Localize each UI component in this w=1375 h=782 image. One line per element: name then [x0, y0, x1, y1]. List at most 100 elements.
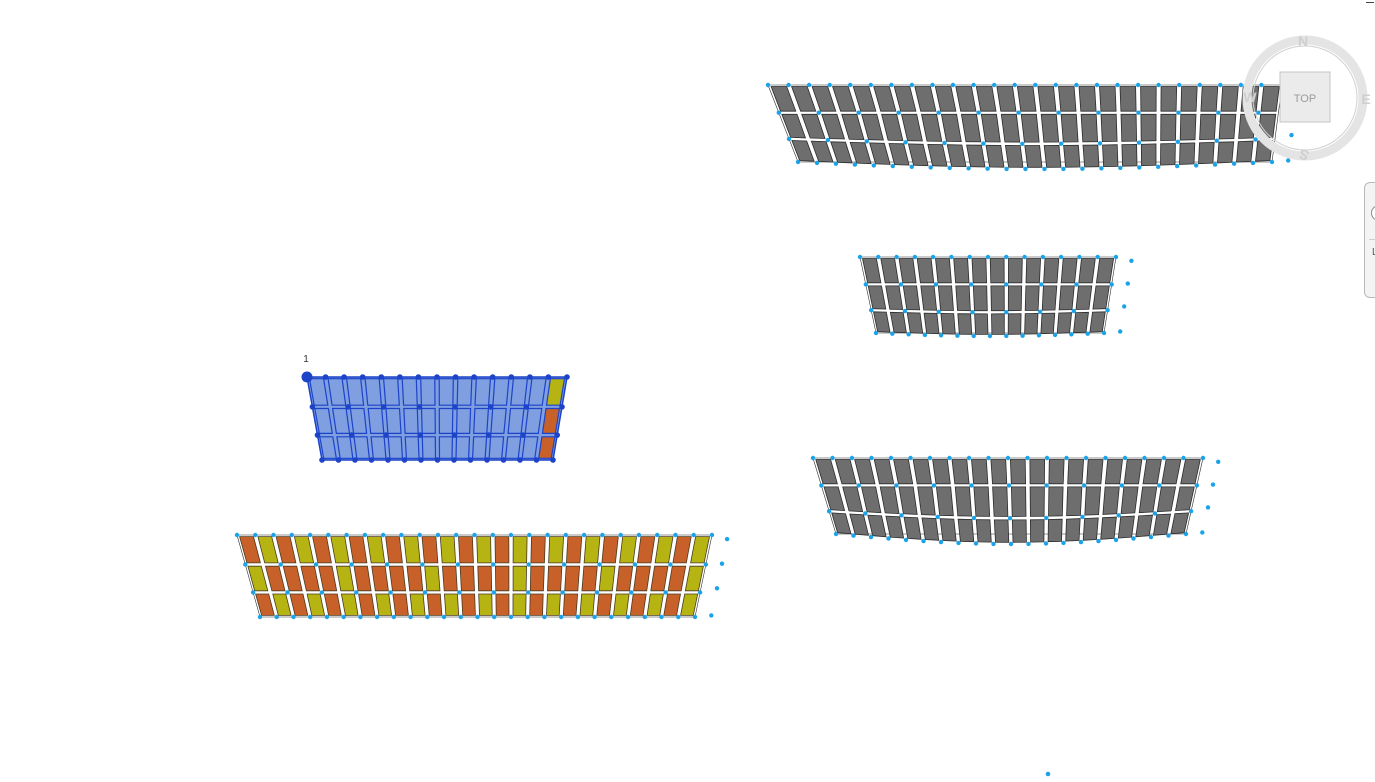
edit-grip[interactable] — [523, 404, 530, 410]
edit-grip[interactable] — [322, 374, 329, 380]
brick[interactable] — [1142, 459, 1162, 485]
brick[interactable] — [530, 536, 546, 564]
edit-grip[interactable] — [1183, 531, 1189, 537]
edit-grip[interactable] — [632, 562, 638, 567]
edit-grip[interactable] — [935, 514, 940, 520]
brick[interactable] — [1236, 140, 1254, 163]
brick[interactable] — [1161, 459, 1182, 485]
edit-grip[interactable] — [697, 590, 703, 595]
brick[interactable] — [1020, 113, 1040, 143]
brick[interactable] — [548, 536, 565, 564]
brick[interactable] — [937, 285, 954, 311]
brick[interactable] — [375, 593, 393, 616]
brick[interactable] — [1024, 145, 1043, 168]
edit-grip[interactable] — [1115, 82, 1120, 88]
brick[interactable] — [327, 378, 347, 406]
brick[interactable] — [546, 593, 561, 616]
brick[interactable] — [1075, 285, 1093, 310]
brick[interactable] — [596, 593, 613, 616]
brick[interactable] — [392, 593, 409, 616]
edit-grip[interactable] — [271, 532, 276, 538]
brick[interactable] — [873, 86, 897, 112]
brick[interactable] — [1100, 113, 1118, 143]
edit-grip[interactable] — [1253, 137, 1258, 142]
edit-grip[interactable] — [508, 614, 514, 620]
edit-grip[interactable] — [1080, 166, 1085, 171]
brick[interactable] — [1037, 86, 1057, 112]
edit-grip[interactable] — [1289, 132, 1294, 138]
edit-grip[interactable] — [1043, 541, 1049, 546]
edit-grip[interactable] — [1025, 455, 1030, 461]
edit-grip[interactable] — [562, 562, 567, 567]
edit-grip[interactable] — [374, 614, 380, 620]
brick[interactable] — [680, 593, 699, 616]
edit-grip[interactable] — [724, 536, 730, 542]
stray-grip[interactable] — [1045, 771, 1051, 777]
edit-grip[interactable] — [985, 254, 991, 260]
brick[interactable] — [1089, 311, 1106, 333]
brick[interactable] — [583, 536, 601, 564]
brick[interactable] — [811, 86, 837, 112]
edit-grip[interactable] — [314, 432, 321, 438]
brick[interactable] — [636, 536, 656, 564]
edit-grip[interactable] — [1176, 110, 1181, 115]
brick[interactable] — [1047, 518, 1063, 543]
brick[interactable] — [849, 513, 870, 536]
edit-grip[interactable] — [451, 457, 457, 463]
brick[interactable] — [1024, 285, 1040, 311]
brick[interactable] — [881, 113, 904, 142]
brick[interactable] — [348, 536, 368, 564]
brick[interactable] — [524, 407, 543, 434]
brick[interactable] — [885, 285, 904, 310]
brick[interactable] — [1065, 518, 1081, 542]
brick[interactable] — [478, 593, 493, 616]
edit-grip[interactable] — [692, 614, 698, 620]
brick[interactable] — [247, 565, 269, 592]
brick[interactable] — [1179, 142, 1196, 165]
brick[interactable] — [629, 593, 647, 616]
edit-grip[interactable] — [969, 282, 974, 287]
edit-grip[interactable] — [575, 614, 581, 620]
brick[interactable] — [1063, 144, 1081, 168]
edit-grip[interactable] — [408, 614, 413, 620]
brick[interactable] — [921, 113, 943, 142]
edit-grip[interactable] — [1037, 309, 1043, 314]
brick[interactable] — [1218, 113, 1237, 140]
edit-grip[interactable] — [833, 531, 839, 537]
edit-grip[interactable] — [906, 332, 911, 337]
edit-grip[interactable] — [324, 614, 330, 620]
brick[interactable] — [512, 565, 528, 592]
edit-grip[interactable] — [1119, 483, 1125, 488]
brick[interactable] — [1007, 285, 1023, 312]
edit-grip[interactable] — [1161, 455, 1167, 461]
edit-grip[interactable] — [1012, 82, 1017, 88]
brick[interactable] — [801, 113, 826, 139]
brick[interactable] — [939, 518, 957, 542]
edit-grip[interactable] — [908, 455, 913, 461]
brick[interactable] — [459, 565, 475, 592]
edit-grip[interactable] — [457, 590, 462, 595]
edit-grip[interactable] — [795, 159, 801, 165]
brick[interactable] — [1160, 113, 1177, 142]
edit-grip[interactable] — [434, 374, 440, 380]
brick[interactable] — [980, 113, 1001, 143]
brick[interactable] — [854, 459, 876, 485]
brick[interactable] — [401, 378, 418, 406]
edit-grip[interactable] — [903, 140, 908, 145]
brick[interactable] — [471, 436, 488, 459]
edit-grip[interactable] — [936, 309, 941, 314]
brick[interactable] — [935, 486, 954, 517]
edit-grip[interactable] — [981, 141, 986, 146]
brick[interactable] — [1078, 86, 1097, 112]
brick[interactable] — [946, 144, 967, 168]
brick[interactable] — [420, 407, 436, 434]
edit-grip[interactable] — [1135, 82, 1141, 88]
brick[interactable] — [438, 407, 454, 434]
edit-grip[interactable] — [1022, 254, 1027, 260]
brick[interactable] — [424, 565, 441, 592]
brick[interactable] — [521, 436, 539, 459]
edit-grip[interactable] — [1137, 165, 1142, 170]
edit-grip[interactable] — [434, 457, 441, 463]
edit-grip[interactable] — [1044, 515, 1049, 521]
